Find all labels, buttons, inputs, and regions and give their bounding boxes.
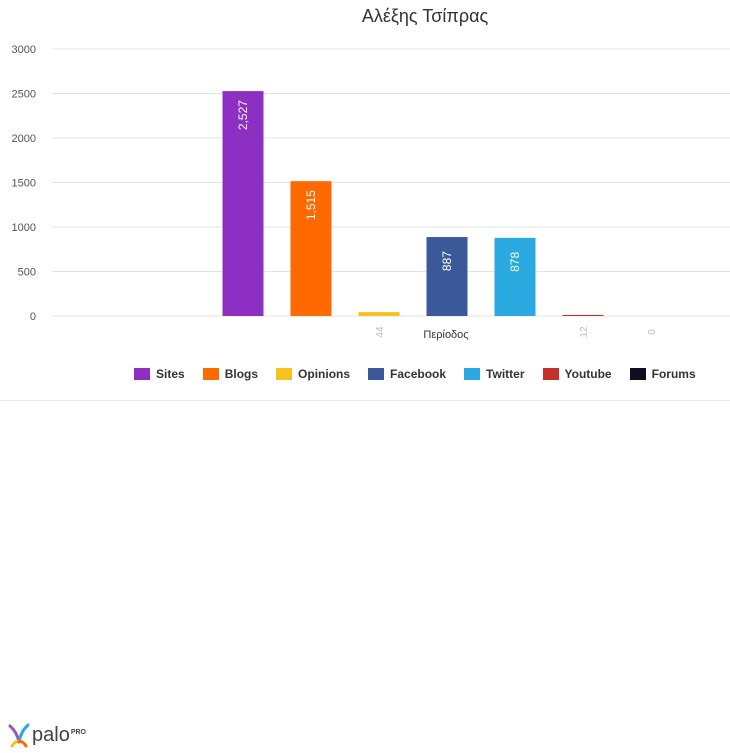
data-label-youtube: 12 xyxy=(579,326,590,338)
legend-item-youtube[interactable]: Youtube xyxy=(542,367,612,381)
legend-item-facebook[interactable]: Facebook xyxy=(368,367,446,381)
bar-opinions[interactable] xyxy=(358,312,400,316)
legend-swatch xyxy=(368,368,385,380)
data-labels: 2,527 1,515 44 887 878 12 0 xyxy=(236,100,658,338)
y-tick-label: 1500 xyxy=(12,178,36,190)
legend: palo PRO Sites Blogs Opinions Facebook Twitt… xyxy=(0,358,730,748)
legend-swatch xyxy=(464,368,481,380)
y-tick-label: 1000 xyxy=(12,222,36,234)
bars xyxy=(222,91,604,316)
data-label-blogs: 1,515 xyxy=(304,190,318,220)
palo-logo-pro: PRO xyxy=(70,728,86,736)
legend-item-twitter[interactable]: Twitter xyxy=(464,367,525,381)
bar-blogs[interactable] xyxy=(290,181,332,316)
legend-label: Opinions xyxy=(298,367,351,381)
data-label-sites: 2,527 xyxy=(236,100,250,130)
chart-title: Αλέξης Τσίπρας xyxy=(362,6,489,26)
data-label-twitter: 878 xyxy=(508,252,522,272)
y-tick-label: 3000 xyxy=(12,44,36,56)
divider xyxy=(0,400,730,401)
bar-sites[interactable] xyxy=(222,91,264,316)
data-label-opinions: 44 xyxy=(375,326,386,338)
legend-swatch xyxy=(629,368,646,380)
legend-item-forums[interactable]: Forums xyxy=(629,367,696,381)
legend-swatch xyxy=(202,368,219,380)
palo-logo-icon xyxy=(8,722,30,748)
data-label-forums: 0 xyxy=(647,329,658,335)
legend-item-sites[interactable]: Sites xyxy=(134,367,185,381)
bar-youtube[interactable] xyxy=(562,314,604,316)
palo-logo-text: palo xyxy=(32,723,70,746)
legend-swatch xyxy=(276,368,293,380)
gridlines xyxy=(52,48,730,317)
legend-item-blogs[interactable]: Blogs xyxy=(202,367,259,381)
bar-twitter[interactable] xyxy=(494,237,536,316)
legend-label: Sites xyxy=(156,367,185,381)
legend-swatch xyxy=(542,368,559,380)
y-tick-label: 2000 xyxy=(12,133,36,145)
data-label-facebook: 887 xyxy=(440,251,454,271)
bar-chart: Αλέξης Τσίπρας 050010001500200025003000 … xyxy=(12,6,730,341)
legend-item-opinions[interactable]: Opinions xyxy=(276,367,350,381)
y-tick-label: 2500 xyxy=(12,89,36,101)
y-tick-label: 0 xyxy=(30,311,36,323)
legend-items: Sites Blogs Opinions Facebook Twitter Youtube… xyxy=(134,367,714,381)
legend-label: Youtube xyxy=(564,367,612,381)
legend-label: Forums xyxy=(651,367,696,381)
legend-label: Twitter xyxy=(486,367,525,381)
x-axis-label: Περίοδος xyxy=(423,329,468,341)
legend-label: Facebook xyxy=(390,367,447,381)
palo-logo: palo PRO xyxy=(8,722,86,748)
y-axis-ticks: 0 500 1000 1500 2000 2500 3000 xyxy=(12,44,36,323)
y-tick-label: 500 xyxy=(18,267,36,279)
bar-facebook[interactable] xyxy=(426,237,468,316)
legend-swatch xyxy=(134,368,150,380)
legend-label: Blogs xyxy=(224,367,259,381)
